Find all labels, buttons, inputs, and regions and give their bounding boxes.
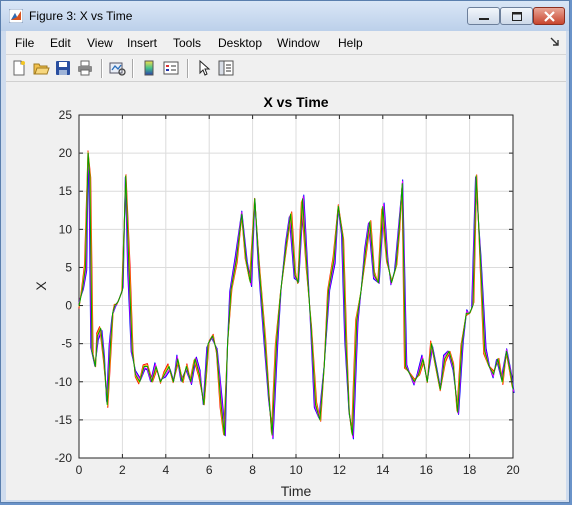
y-axis-label: X: [33, 281, 49, 291]
dock-arrow-icon[interactable]: [550, 37, 560, 47]
series-group: [78, 150, 515, 440]
x-tick-label: 8: [249, 463, 256, 477]
x-tick-label: 14: [376, 463, 390, 477]
menu-bar: File Edit View Insert Tools Desktop Wind…: [6, 31, 566, 55]
menu-help[interactable]: Help: [338, 36, 363, 50]
ticks: 0 2 4 6 8 10 12 14 16 18 20 -20 -15 -10 -5 0 5 10 15 20 25: [55, 108, 520, 477]
toolbar-separator: [132, 59, 134, 78]
close-button[interactable]: [533, 7, 565, 25]
close-icon: [544, 11, 555, 22]
x-tick-label: 6: [206, 463, 213, 477]
y-tick-label: 5: [65, 260, 72, 274]
grid: [79, 115, 513, 458]
x-axis-label: Time: [281, 483, 312, 499]
legend-icon[interactable]: [162, 59, 180, 77]
menu-insert[interactable]: Insert: [127, 36, 158, 50]
menu-file[interactable]: File: [15, 36, 35, 50]
x-tick-label: 16: [420, 463, 434, 477]
link-plot-icon[interactable]: [108, 59, 126, 77]
x-tick-label: 0: [76, 463, 83, 477]
chart-title: X vs Time: [263, 94, 328, 110]
minimize-icon: [479, 18, 489, 20]
matlab-app-icon: [9, 9, 23, 23]
y-tick-label: 0: [65, 299, 72, 313]
figure-canvas: 0 2 4 6 8 10 12 14 16 18 20 -20 -15 -10 -5 0 5 10 15 20 25 X…: [6, 82, 566, 500]
open-file-icon[interactable]: [32, 59, 50, 77]
data-series-line[interactable]: [78, 152, 514, 436]
x-tick-label: 18: [463, 463, 477, 477]
x-tick-label: 20: [506, 463, 520, 477]
menu-window[interactable]: Window: [277, 36, 320, 50]
y-tick-label: -15: [55, 413, 73, 427]
y-tick-label: 20: [59, 146, 73, 160]
minimize-button[interactable]: [467, 7, 500, 25]
x-tick-label: 12: [333, 463, 347, 477]
y-tick-label: 10: [59, 222, 73, 236]
y-tick-label: 15: [59, 184, 73, 198]
maximize-icon: [512, 12, 522, 21]
toolbar-separator: [187, 59, 189, 78]
menu-view[interactable]: View: [87, 36, 113, 50]
window-title: Figure 3: X vs Time: [29, 9, 133, 23]
menu-desktop[interactable]: Desktop: [218, 36, 263, 50]
x-tick-label: 2: [119, 463, 126, 477]
y-tick-label: -10: [55, 375, 73, 389]
tool-bar: [6, 55, 566, 82]
y-tick-label: -20: [55, 451, 73, 465]
y-tick-label: 25: [59, 108, 73, 122]
menu-tools[interactable]: Tools: [173, 36, 202, 50]
plot-svg: 0 2 4 6 8 10 12 14 16 18 20 -20 -15 -10 -5 0 5 10 15 20 25 X…: [33, 94, 520, 499]
new-figure-icon[interactable]: [10, 59, 28, 77]
toolbar-separator: [101, 59, 103, 78]
save-icon[interactable]: [54, 59, 72, 77]
maximize-button[interactable]: [500, 7, 533, 25]
x-tick-label: 4: [162, 463, 169, 477]
colorbar-icon[interactable]: [140, 59, 158, 77]
edit-plot-arrow-icon[interactable]: [195, 59, 213, 77]
menu-edit[interactable]: Edit: [50, 36, 71, 50]
property-editor-icon[interactable]: [217, 59, 235, 77]
y-tick-label: -5: [61, 337, 72, 351]
title-bar[interactable]: Figure 3: X vs Time: [1, 1, 569, 31]
x-tick-label: 10: [289, 463, 303, 477]
print-icon[interactable]: [76, 59, 94, 77]
